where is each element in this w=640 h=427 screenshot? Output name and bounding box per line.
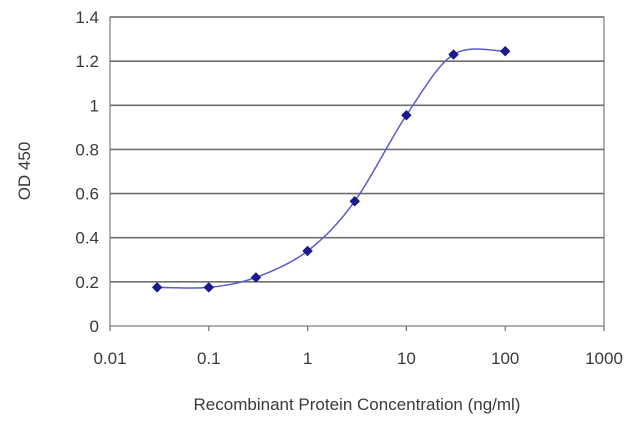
data-point xyxy=(499,45,511,57)
series-line xyxy=(157,48,506,289)
x-tick-label: 1000 xyxy=(585,349,623,368)
data-point xyxy=(448,49,459,60)
y-tick-label: 0.8 xyxy=(75,140,99,159)
plot-area xyxy=(109,16,605,327)
y-tick-label: 1.2 xyxy=(75,52,99,71)
series-curves xyxy=(157,48,506,289)
y-axis-tick-labels: 0 0.2 0.4 0.6 0.8 1 1.2 1.4 xyxy=(75,8,99,336)
y-axis-title: OD 450 xyxy=(15,142,34,201)
data-point xyxy=(250,272,262,283)
x-axis-title: Recombinant Protein Concentration (ng/ml… xyxy=(194,395,521,414)
x-tick-label: 1 xyxy=(303,349,312,368)
data-point xyxy=(302,245,313,257)
y-tick-label: 1.4 xyxy=(75,8,99,27)
y-tick-label: 0.2 xyxy=(75,273,99,292)
series-points xyxy=(151,45,511,293)
y-tick-label: 0.4 xyxy=(75,229,99,248)
x-tick-label: 0.01 xyxy=(93,349,126,368)
data-point xyxy=(151,282,163,293)
x-tick-label: 100 xyxy=(491,349,519,368)
x-axis-tick-labels: 0.01 0.1 1 10 100 1000 xyxy=(93,349,622,368)
y-tick-label: 1 xyxy=(90,96,99,115)
data-point xyxy=(401,109,412,121)
data-point xyxy=(203,282,215,293)
y-tick-label: 0 xyxy=(90,317,99,336)
data-point xyxy=(349,195,361,207)
x-tick-label: 0.1 xyxy=(197,349,221,368)
gridlines xyxy=(110,16,604,283)
x-tick-label: 10 xyxy=(397,349,416,368)
y-tick-label: 0.6 xyxy=(75,185,99,204)
x-axis-ticks xyxy=(109,326,605,331)
